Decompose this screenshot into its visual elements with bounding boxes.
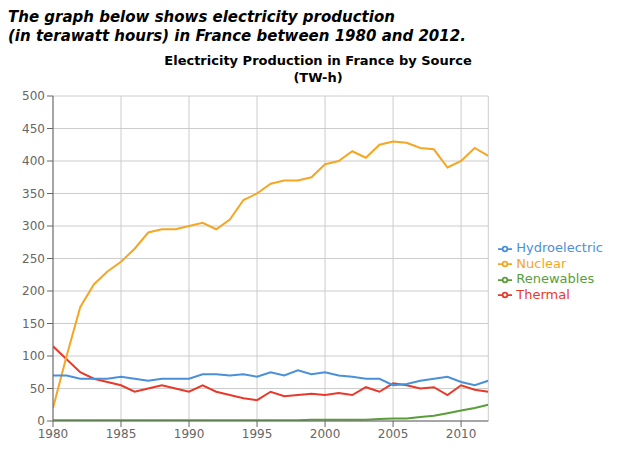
svg-text:200: 200 xyxy=(22,284,45,298)
svg-text:50: 50 xyxy=(30,382,45,396)
svg-text:450: 450 xyxy=(22,122,45,136)
svg-text:400: 400 xyxy=(22,154,45,168)
html-text:(TW-h): (TW-h) xyxy=(293,70,343,85)
html-text:Nuclear: Nuclear xyxy=(516,255,567,271)
html-text:(in terawatt hours) in France: (in terawatt hours) in France between 19… xyxy=(8,27,466,45)
html-text:The graph below shows electric: The graph below shows electricity produc… xyxy=(8,8,395,26)
html-text:Hydroelectric: Hydroelectric xyxy=(516,240,603,255)
svg-text:250: 250 xyxy=(22,252,45,266)
svg-text:300: 300 xyxy=(22,219,45,233)
html-text:Electricity Production in Fran: Electricity Production in France by Sour… xyxy=(164,53,472,68)
html-text:Renewables: Renewables xyxy=(516,271,595,286)
svg-text:2000: 2000 xyxy=(310,427,341,441)
svg-text:350: 350 xyxy=(22,187,45,201)
html-text:Thermal: Thermal xyxy=(516,286,570,302)
svg-text:1995: 1995 xyxy=(242,427,273,441)
svg-text:1985: 1985 xyxy=(106,427,137,441)
svg-text:1990: 1990 xyxy=(174,427,205,441)
svg-text:2005: 2005 xyxy=(378,427,409,441)
svg-text:1980: 1980 xyxy=(38,427,69,441)
svg-text:500: 500 xyxy=(22,89,45,103)
svg-text:2010: 2010 xyxy=(446,427,477,441)
svg-text:100: 100 xyxy=(22,349,45,363)
svg-text:0: 0 xyxy=(37,414,45,428)
svg-text:150: 150 xyxy=(22,317,45,331)
